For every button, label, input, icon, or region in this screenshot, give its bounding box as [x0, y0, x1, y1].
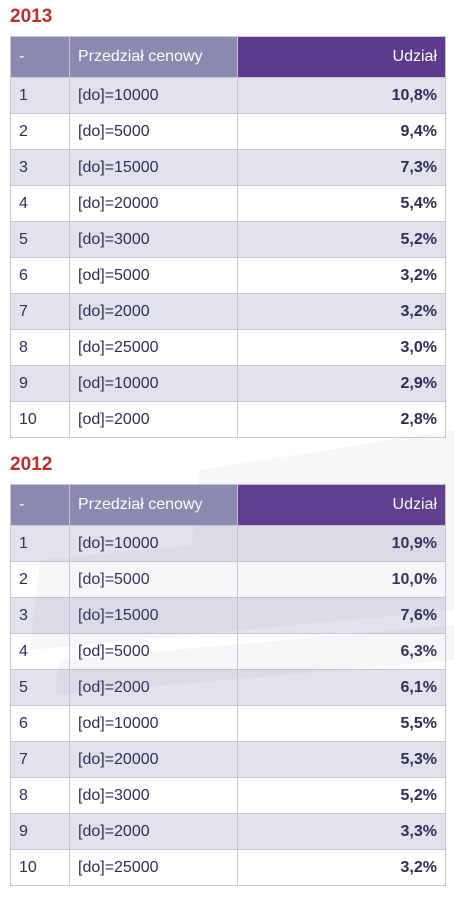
table-header-row: - Przedział cenowy Udział — [10, 36, 446, 78]
table-row: 9 [do]=2000 3,3% — [10, 813, 446, 850]
cell-rank: 1 — [10, 525, 70, 562]
column-header-price-range: Przedział cenowy — [69, 36, 238, 78]
cell-rank: 5 — [10, 669, 70, 706]
cell-rank: 7 — [10, 293, 70, 330]
column-header-rank: - — [10, 36, 70, 78]
cell-price-range: [od]=2000 — [69, 669, 238, 706]
cell-share: 3,3% — [237, 813, 446, 850]
cell-price-range: [do]=25000 — [69, 329, 238, 366]
cell-price-range: [od]=5000 — [69, 257, 238, 294]
cell-price-range: [do]=5000 — [69, 113, 238, 150]
year-heading: 2013 — [10, 6, 53, 27]
table-row: 4 [od]=5000 6,3% — [10, 633, 446, 670]
cell-share: 7,6% — [237, 597, 446, 634]
cell-rank: 4 — [10, 633, 70, 670]
table-row: 3 [do]=15000 7,6% — [10, 597, 446, 634]
table-row: 5 [do]=3000 5,2% — [10, 221, 446, 258]
cell-share: 2,9% — [237, 365, 446, 402]
table-row: 5 [od]=2000 6,1% — [10, 669, 446, 706]
table-row: 4 [do]=20000 5,4% — [10, 185, 446, 222]
cell-share: 3,2% — [237, 293, 446, 330]
cell-price-range: [od]=2000 — [69, 401, 238, 438]
table-row: 1 [do]=10000 10,9% — [10, 525, 446, 562]
cell-share: 3,2% — [237, 257, 446, 294]
share-table: - Przedział cenowy Udział 1 [do]=10000 10,… — [10, 36, 446, 438]
cell-price-range: [od]=5000 — [69, 633, 238, 670]
cell-rank: 6 — [10, 705, 70, 742]
table-row: 10 [do]=25000 3,2% — [10, 849, 446, 886]
cell-price-range: [do]=15000 — [69, 149, 238, 186]
cell-price-range: [do]=3000 — [69, 777, 238, 814]
share-table: - Przedział cenowy Udział 1 [do]=10000 10,… — [10, 484, 446, 886]
cell-share: 5,3% — [237, 741, 446, 778]
cell-share: 2,8% — [237, 401, 446, 438]
cell-rank: 10 — [10, 849, 70, 886]
table-body: 1 [do]=10000 10,9% 2 [do]=5000 10,0% 3 [do]=150… — [10, 525, 446, 886]
cell-price-range: [do]=10000 — [69, 525, 238, 562]
cell-price-range: [od]=10000 — [69, 705, 238, 742]
cell-price-range: [do]=25000 — [69, 849, 238, 886]
table-row: 2 [do]=5000 10,0% — [10, 561, 446, 598]
cell-share: 5,2% — [237, 777, 446, 814]
cell-price-range: [do]=20000 — [69, 741, 238, 778]
cell-rank: 1 — [10, 77, 70, 114]
cell-price-range: [do]=20000 — [69, 185, 238, 222]
cell-share: 10,0% — [237, 561, 446, 598]
cell-rank: 5 — [10, 221, 70, 258]
cell-rank: 3 — [10, 597, 70, 634]
cell-rank: 9 — [10, 365, 70, 402]
column-header-price-range: Przedział cenowy — [69, 484, 238, 526]
cell-share: 5,4% — [237, 185, 446, 222]
cell-rank: 8 — [10, 329, 70, 366]
cell-price-range: [do]=5000 — [69, 561, 238, 598]
cell-share: 3,0% — [237, 329, 446, 366]
table-row: 10 [od]=2000 2,8% — [10, 401, 446, 438]
cell-rank: 7 — [10, 741, 70, 778]
year-heading: 2012 — [10, 454, 53, 475]
cell-price-range: [do]=2000 — [69, 293, 238, 330]
cell-share: 6,3% — [237, 633, 446, 670]
cell-rank: 2 — [10, 561, 70, 598]
cell-rank: 3 — [10, 149, 70, 186]
cell-rank: 8 — [10, 777, 70, 814]
cell-share: 9,4% — [237, 113, 446, 150]
table-row: 9 [od]=10000 2,9% — [10, 365, 446, 402]
cell-share: 7,3% — [237, 149, 446, 186]
cell-rank: 2 — [10, 113, 70, 150]
cell-price-range: [do]=2000 — [69, 813, 238, 850]
cell-share: 6,1% — [237, 669, 446, 706]
column-header-share: Udział — [237, 36, 446, 78]
cell-price-range: [do]=10000 — [69, 77, 238, 114]
cell-share: 5,2% — [237, 221, 446, 258]
column-header-rank: - — [10, 484, 70, 526]
cell-rank: 6 — [10, 257, 70, 294]
table-row: 3 [do]=15000 7,3% — [10, 149, 446, 186]
table-body: 1 [do]=10000 10,8% 2 [do]=5000 9,4% 3 [do]=1500… — [10, 77, 446, 438]
cell-share: 10,9% — [237, 525, 446, 562]
table-row: 6 [od]=5000 3,2% — [10, 257, 446, 294]
cell-price-range: [od]=10000 — [69, 365, 238, 402]
cell-share: 3,2% — [237, 849, 446, 886]
table-row: 7 [do]=2000 3,2% — [10, 293, 446, 330]
table-row: 8 [do]=25000 3,0% — [10, 329, 446, 366]
cell-share: 10,8% — [237, 77, 446, 114]
cell-rank: 10 — [10, 401, 70, 438]
column-header-share: Udział — [237, 484, 446, 526]
table-header-row: - Przedział cenowy Udział — [10, 484, 446, 526]
cell-price-range: [do]=3000 — [69, 221, 238, 258]
cell-price-range: [do]=15000 — [69, 597, 238, 634]
table-row: 2 [do]=5000 9,4% — [10, 113, 446, 150]
table-row: 8 [do]=3000 5,2% — [10, 777, 446, 814]
cell-rank: 4 — [10, 185, 70, 222]
table-row: 1 [do]=10000 10,8% — [10, 77, 446, 114]
cell-share: 5,5% — [237, 705, 446, 742]
cell-rank: 9 — [10, 813, 70, 850]
table-row: 7 [do]=20000 5,3% — [10, 741, 446, 778]
table-row: 6 [od]=10000 5,5% — [10, 705, 446, 742]
